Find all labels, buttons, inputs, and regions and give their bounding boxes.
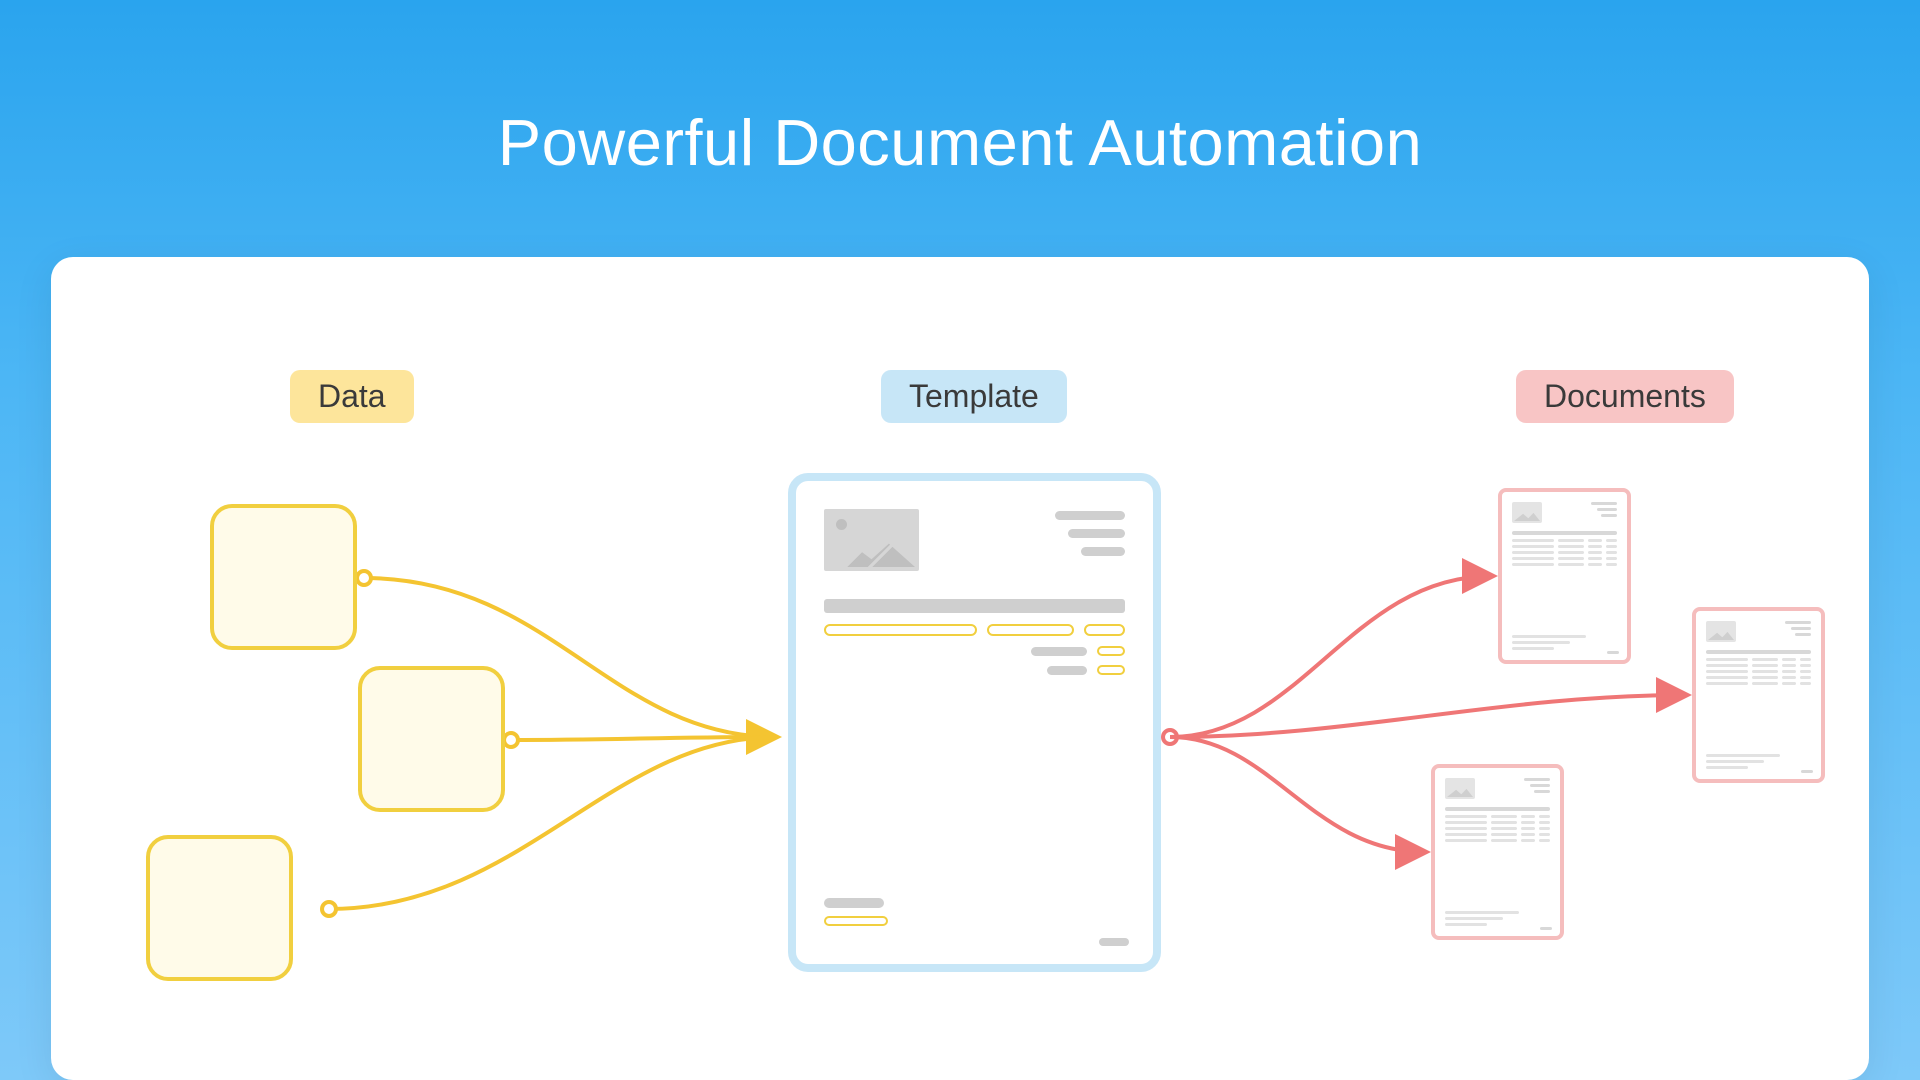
diagram-canvas: Data Template Documents	[51, 257, 1869, 1080]
data2-port	[504, 733, 518, 747]
image-placeholder-icon	[824, 509, 919, 571]
template-header-lines	[1055, 511, 1125, 556]
data1-port	[357, 571, 371, 585]
template-card	[788, 473, 1161, 972]
template-field-row	[824, 624, 1125, 636]
doc-image-icon	[1445, 778, 1475, 799]
document-card-3	[1431, 764, 1564, 940]
page-background: Powerful Document Automation	[0, 0, 1920, 1080]
template-line-row-1	[824, 646, 1125, 656]
document-card-2	[1692, 607, 1825, 783]
data3-port	[322, 902, 336, 916]
label-template: Template	[881, 370, 1067, 423]
template-footer	[824, 898, 888, 926]
document-card-1	[1498, 488, 1631, 664]
label-data: Data	[290, 370, 414, 423]
doc-image-icon	[1706, 621, 1736, 642]
label-documents: Documents	[1516, 370, 1734, 423]
template-title-bar	[824, 599, 1125, 613]
doc-image-icon	[1512, 502, 1542, 523]
data-box-3	[146, 835, 293, 981]
page-title: Powerful Document Automation	[0, 105, 1920, 180]
template-line-row-2	[824, 665, 1125, 675]
template-corner-mark	[1099, 938, 1129, 946]
edge-template-doc3	[1170, 737, 1425, 852]
data-box-2	[358, 666, 505, 812]
data-box-1	[210, 504, 357, 650]
